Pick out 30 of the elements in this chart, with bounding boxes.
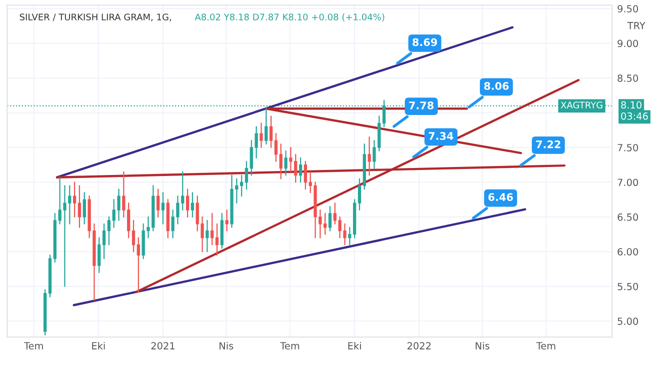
y-tick-label: 6.00 <box>618 248 638 256</box>
x-tick-label: Tem <box>24 342 43 350</box>
text: 8.10 <box>621 101 642 109</box>
y-tick-label: 6.50 <box>618 213 638 221</box>
y-axis-title: TRY <box>627 22 646 30</box>
y-tick-label: 5.50 <box>618 282 638 290</box>
x-tick-label: Tem <box>280 342 300 350</box>
x-tick-label: Nis <box>476 342 490 350</box>
x-tick-label: 2022 <box>407 342 431 350</box>
annotation: 7.78 <box>409 101 434 110</box>
x-tick-label: Eki <box>348 342 361 350</box>
x-tick-label: Eki <box>92 342 105 350</box>
x-tick-label: 2021 <box>151 342 174 350</box>
text: SILVER / TURKISH LIRA GRAM, 1G, <box>20 14 172 22</box>
annotation: 8.69 <box>412 38 437 46</box>
x-tick-label: Nis <box>220 342 234 350</box>
ref-line-label: XAGTRYG <box>560 102 602 108</box>
x-tick-label: Tem <box>536 342 556 350</box>
y-tick-label: 5.00 <box>618 318 638 325</box>
annotation: 7.22 <box>536 140 560 148</box>
text: A8.02 Y8.18 D7.87 K8.10 +0.08 (+1.04%) <box>194 13 384 22</box>
y-tick-label: 9.50 <box>618 5 638 12</box>
annotation: 6.46 <box>488 193 513 202</box>
y-tick-label: 9.00 <box>618 40 638 48</box>
annotation: 8.06 <box>484 82 509 90</box>
annotation: 7.34 <box>428 132 454 140</box>
y-tick-label: 7.00 <box>618 178 638 186</box>
y-tick-label: 8.50 <box>618 74 638 82</box>
y-tick-label: 7.50 <box>618 144 638 152</box>
text: 03:46 <box>621 112 648 120</box>
